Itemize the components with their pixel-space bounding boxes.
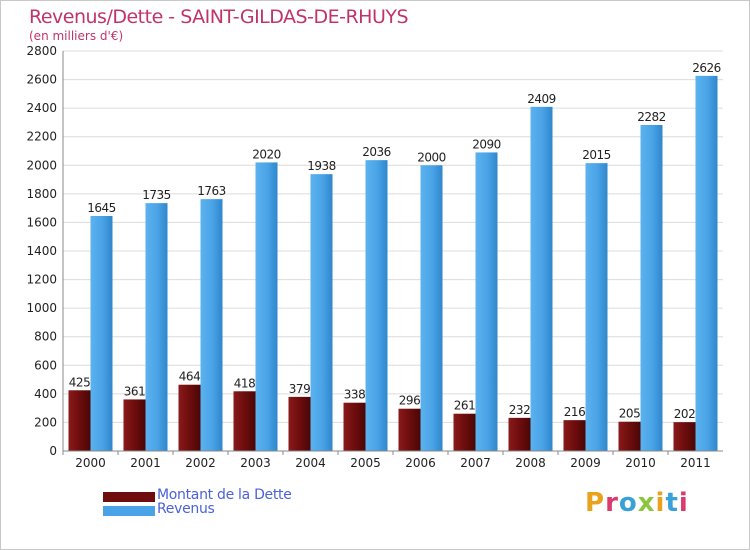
data-label-revenus: 2409 bbox=[527, 92, 556, 106]
bar-dette bbox=[673, 422, 696, 451]
data-label-dette: 232 bbox=[509, 403, 530, 417]
x-tick-label: 2001 bbox=[130, 456, 161, 470]
legend-label-revenus: Revenus bbox=[157, 501, 215, 517]
data-label-dette: 464 bbox=[179, 370, 200, 384]
y-tick-label: 2400 bbox=[26, 101, 57, 115]
data-label-revenus: 1645 bbox=[87, 201, 116, 215]
legend-swatch-revenus bbox=[103, 506, 155, 516]
data-label-revenus: 2090 bbox=[472, 137, 501, 151]
y-tick-label: 1400 bbox=[26, 244, 57, 258]
bar-dette bbox=[618, 421, 641, 451]
logo-letter: o bbox=[618, 488, 638, 518]
data-label-dette: 216 bbox=[564, 405, 585, 419]
proxiti-logo: Proxiti bbox=[585, 488, 689, 518]
y-tick-label: 2200 bbox=[26, 130, 57, 144]
y-tick-label: 0 bbox=[49, 444, 57, 458]
bar-revenus bbox=[145, 203, 168, 451]
y-tick-label: 800 bbox=[34, 330, 57, 344]
y-tick-label: 1000 bbox=[26, 301, 57, 315]
y-tick-label: 2800 bbox=[26, 44, 57, 58]
data-label-revenus: 1735 bbox=[142, 188, 171, 202]
y-tick-label: 1600 bbox=[26, 215, 57, 229]
chart-subtitle: (en milliers d'€) bbox=[29, 29, 124, 43]
logo-letter: t bbox=[665, 488, 679, 518]
data-label-dette: 379 bbox=[289, 382, 310, 396]
logo-letter: P bbox=[585, 488, 606, 518]
y-tick-label: 1800 bbox=[26, 187, 57, 201]
bar-revenus bbox=[695, 75, 718, 451]
axis-layer: 0 200 400 600 800 1000 1200 1400 1600 1800 2000 220… bbox=[26, 44, 723, 470]
x-tick-label: 2006 bbox=[405, 456, 436, 470]
x-tick-label: 2007 bbox=[460, 456, 491, 470]
data-label-dette: 202 bbox=[674, 407, 695, 421]
logo-letter: x bbox=[637, 488, 656, 518]
x-tick-label: 2010 bbox=[625, 456, 656, 470]
bar-revenus bbox=[530, 106, 553, 451]
logo-letter: i bbox=[655, 488, 666, 518]
bar-revenus bbox=[585, 163, 608, 451]
data-label-revenus: 1938 bbox=[307, 159, 336, 173]
logo-letter: i bbox=[678, 488, 689, 518]
bar-dette bbox=[233, 391, 256, 451]
data-label-revenus: 1763 bbox=[197, 184, 226, 198]
bar-revenus bbox=[640, 125, 663, 451]
x-tick-label: 2008 bbox=[515, 456, 546, 470]
x-tick-label: 2005 bbox=[350, 456, 381, 470]
bar-dette bbox=[288, 396, 311, 451]
data-label-revenus: 2626 bbox=[692, 61, 721, 75]
data-label-dette: 338 bbox=[344, 388, 365, 402]
data-label-revenus: 2015 bbox=[582, 148, 611, 162]
bar-revenus bbox=[90, 216, 113, 451]
bar-dette bbox=[398, 408, 421, 451]
bar-dette bbox=[68, 390, 91, 451]
y-tick-label: 400 bbox=[34, 387, 57, 401]
bar-revenus bbox=[255, 162, 278, 451]
data-label-dette: 261 bbox=[454, 399, 475, 413]
x-tick-label: 2009 bbox=[570, 456, 601, 470]
bar-dette bbox=[508, 417, 531, 451]
bar-revenus bbox=[365, 160, 388, 451]
bar-revenus bbox=[475, 152, 498, 451]
data-label-dette: 205 bbox=[619, 407, 640, 421]
bar-revenus bbox=[420, 165, 443, 452]
y-tick-label: 1200 bbox=[26, 273, 57, 287]
data-label-revenus: 2000 bbox=[417, 150, 446, 164]
data-label-revenus: 2020 bbox=[252, 147, 281, 161]
data-label-revenus: 2036 bbox=[362, 145, 391, 159]
y-tick-label: 600 bbox=[34, 358, 57, 372]
data-label-revenus: 2282 bbox=[637, 110, 666, 124]
logo-letter: r bbox=[605, 488, 619, 518]
y-tick-label: 2000 bbox=[26, 158, 57, 172]
y-tick-label: 2600 bbox=[26, 73, 57, 87]
data-label-dette: 425 bbox=[69, 375, 90, 389]
data-label-dette: 296 bbox=[399, 394, 420, 408]
x-tick-label: 2000 bbox=[75, 456, 106, 470]
y-tick-label: 200 bbox=[34, 415, 57, 429]
bar-revenus bbox=[310, 174, 333, 451]
data-label-dette: 361 bbox=[124, 384, 145, 398]
x-tick-label: 2003 bbox=[240, 456, 271, 470]
data-label-dette: 418 bbox=[234, 376, 255, 390]
bar-dette bbox=[453, 413, 476, 451]
x-tick-label: 2004 bbox=[295, 456, 326, 470]
legend-label-dette: Montant de la Dette bbox=[157, 487, 292, 503]
labels-layer: 425 1645 361 1735 464 1763 418 2020 379 1938 338 20… bbox=[69, 61, 721, 421]
grid-layer bbox=[63, 50, 723, 452]
chart-title: Revenus/Dette - SAINT-GILDAS-DE-RHUYS bbox=[29, 6, 409, 28]
x-tick-label: 2011 bbox=[680, 456, 711, 470]
bar-dette bbox=[178, 384, 201, 451]
bar-dette bbox=[343, 402, 366, 451]
x-tick-label: 2002 bbox=[185, 456, 216, 470]
bar-dette bbox=[563, 420, 586, 451]
legend-swatch-dette bbox=[103, 492, 155, 502]
bars-layer bbox=[68, 75, 718, 452]
bar-dette bbox=[123, 399, 146, 451]
bar-revenus bbox=[200, 199, 223, 451]
